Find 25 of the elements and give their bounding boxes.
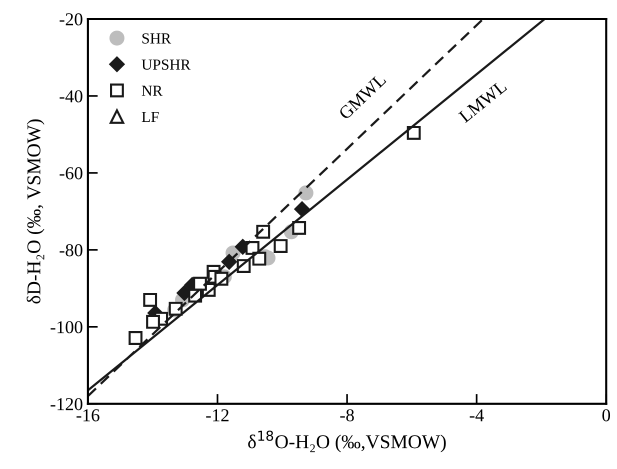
point: [292, 221, 306, 235]
y-tick-label: -120: [50, 398, 82, 410]
x-tick-label: -16: [76, 409, 100, 422]
x-axis-title: δ$^{18}$O-H₂O (‰,VSMOW): [248, 430, 446, 452]
x-tick-label: -12: [206, 409, 229, 422]
x-tick-label: 0: [602, 409, 610, 422]
x-tick-label: -4: [470, 409, 484, 422]
y-tick-label: -40: [60, 90, 82, 102]
legend-label: SHR: [142, 33, 172, 44]
point: [294, 201, 310, 218]
legend-label: UPSHR: [142, 59, 191, 70]
point: [221, 254, 238, 270]
y-tick-label: -20: [60, 13, 82, 26]
point: [274, 239, 288, 253]
y-tick-label: -80: [60, 244, 82, 256]
point: [298, 185, 314, 200]
legend-label: NR: [142, 86, 163, 96]
point: [146, 314, 160, 329]
point: [143, 292, 158, 307]
y-tick-label: -60: [60, 167, 82, 180]
y-tick-label: -100: [50, 321, 82, 334]
point: [128, 331, 142, 345]
x-tick-label: -8: [340, 409, 354, 422]
legend-label: LF: [142, 112, 159, 122]
y-axis-title: δD-H₂O (‰, VSMOW): [26, 119, 44, 304]
